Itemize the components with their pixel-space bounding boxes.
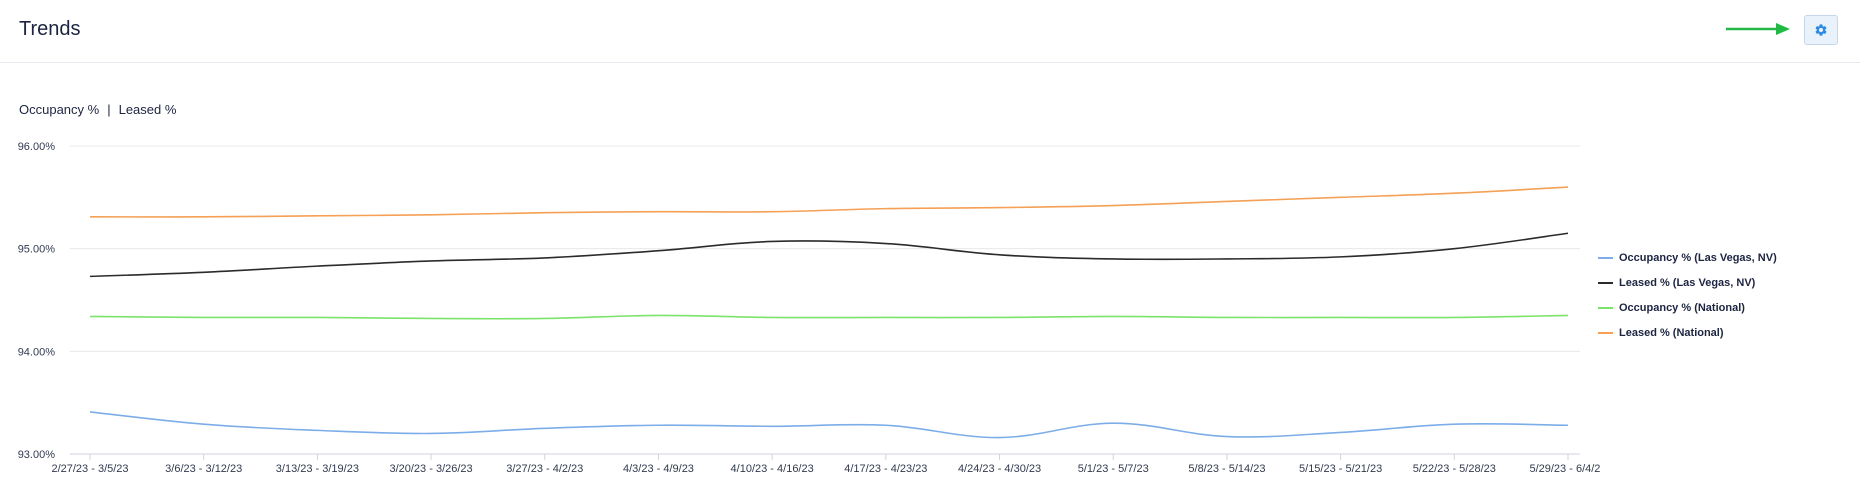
legend-swatch bbox=[1598, 256, 1613, 259]
series-line-0 bbox=[89, 411, 1569, 439]
occupancy-toggle[interactable]: Occupancy % bbox=[19, 102, 100, 117]
x-tick-label: 4/17/23 - 4/23/23 bbox=[844, 463, 927, 475]
legend-swatch bbox=[1598, 281, 1613, 284]
legend-item[interactable]: Leased % (National) bbox=[1598, 320, 1777, 345]
settings-button[interactable] bbox=[1804, 15, 1838, 45]
x-tick-label: 4/10/23 - 4/16/23 bbox=[731, 463, 814, 475]
legend-item[interactable]: Occupancy % (Las Vegas, NV) bbox=[1598, 245, 1777, 270]
x-tick-label: 3/13/23 - 3/19/23 bbox=[276, 463, 359, 475]
x-tick-label: 5/1/23 - 5/7/23 bbox=[1078, 463, 1149, 475]
x-tick-label: 2/27/23 - 3/5/23 bbox=[51, 463, 128, 475]
legend-label: Occupancy % (National) bbox=[1619, 301, 1745, 314]
gear-icon bbox=[1815, 24, 1827, 36]
legend-swatch bbox=[1598, 306, 1613, 309]
metric-toggle: Occupancy % | Leased % bbox=[19, 102, 176, 117]
toggle-separator: | bbox=[107, 102, 111, 117]
y-tick-label: 93.00% bbox=[18, 449, 56, 461]
y-tick-label: 96.00% bbox=[18, 141, 56, 153]
leased-toggle[interactable]: Leased % bbox=[118, 102, 177, 117]
x-tick-label: 5/15/23 - 5/21/23 bbox=[1299, 463, 1382, 475]
x-tick-label: 4/3/23 - 4/9/23 bbox=[623, 463, 694, 475]
series-line-2 bbox=[89, 314, 1569, 320]
series-line-3 bbox=[89, 186, 1569, 218]
page-title: Trends bbox=[19, 18, 81, 40]
x-tick-label: 3/20/23 - 3/26/23 bbox=[389, 463, 472, 475]
legend-label: Leased % (National) bbox=[1619, 326, 1724, 339]
legend-swatch bbox=[1598, 331, 1613, 334]
y-tick-label: 95.00% bbox=[18, 244, 56, 256]
trend-chart: 96.00% 95.00% 94.00% 93.00% 2/27/23 - 3/5/23… bbox=[18, 141, 1600, 475]
legend-label: Occupancy % (Las Vegas, NV) bbox=[1619, 251, 1777, 264]
legend-item[interactable]: Leased % (Las Vegas, NV) bbox=[1598, 270, 1777, 295]
legend-item[interactable]: Occupancy % (National) bbox=[1598, 295, 1777, 320]
x-tick-label: 4/24/23 - 4/30/23 bbox=[958, 463, 1041, 475]
x-tick-label: 3/6/23 - 3/12/23 bbox=[165, 463, 242, 475]
series-line-1 bbox=[89, 232, 1569, 278]
chart-legend: Occupancy % (Las Vegas, NV) Leased % (Las… bbox=[1598, 245, 1777, 345]
header-bar: Trends bbox=[0, 0, 1860, 63]
x-tick-label: 5/8/23 - 5/14/23 bbox=[1188, 463, 1265, 475]
x-tick-label: 5/29/23 - 6/4/23 bbox=[1529, 463, 1600, 475]
x-tick-label: 3/27/23 - 4/2/23 bbox=[506, 463, 583, 475]
x-tick-label: 5/22/23 - 5/28/23 bbox=[1413, 463, 1496, 475]
legend-label: Leased % (Las Vegas, NV) bbox=[1619, 276, 1756, 289]
arrow-icon bbox=[1726, 23, 1790, 35]
y-tick-label: 94.00% bbox=[18, 346, 56, 358]
